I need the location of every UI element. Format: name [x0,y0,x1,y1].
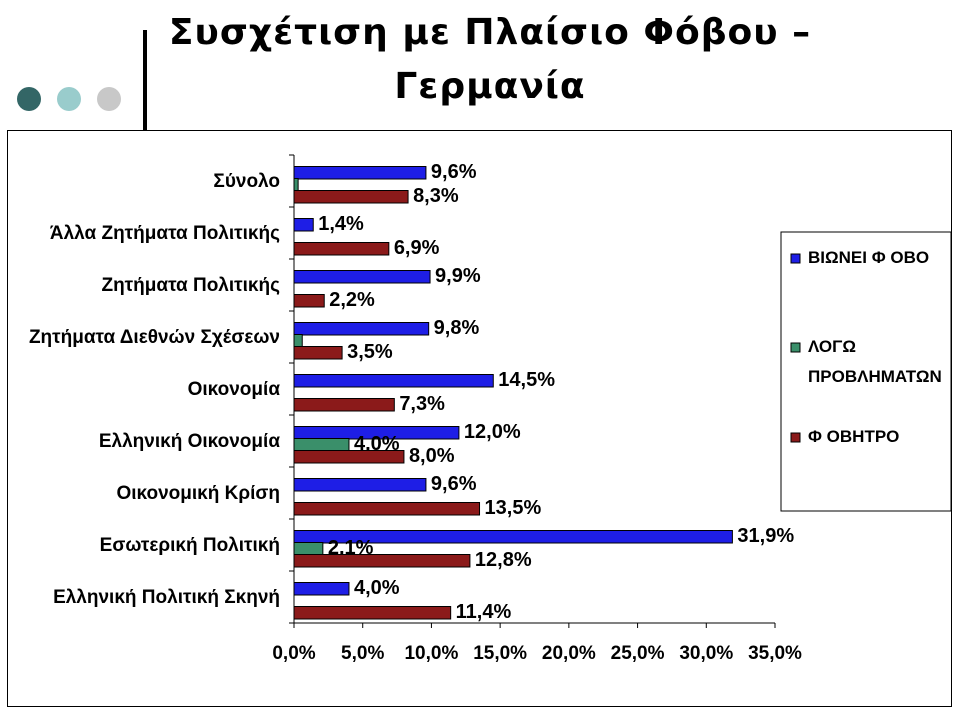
x-tick-label: 5,0% [341,643,384,664]
data-label: 2,1% [328,537,374,559]
legend-swatch [790,342,801,353]
x-tick-label: 35,0% [748,643,802,664]
chart-legend: ΒΙΩΝΕΙ Φ ΟΒΟ ΛΟΓΩ ΠΡΟΒΛΗΜΑΤΩΝ Φ ΟΒΗΤΡΟ [780,231,952,512]
legend-label: ΠΡΟΒΛΗΜΑΤΩΝ [808,367,942,386]
bar [293,346,343,360]
bar [293,554,471,568]
bar [293,426,460,440]
bar [293,542,324,556]
category-label: Ζητήματα Πολιτικής [101,275,280,296]
bar [293,530,733,544]
data-label: 12,8% [475,549,532,571]
slide-title-line-2: Γερμανία [394,66,586,107]
x-tick-label: 25,0% [611,643,665,664]
bar [293,450,405,464]
bar [293,322,430,336]
data-label: 31,9% [737,525,794,547]
data-label: 9,6% [431,473,477,495]
data-label: 1,4% [318,213,364,235]
data-label: 8,3% [413,185,459,207]
bar [293,398,395,412]
bar [293,478,427,492]
bar [293,270,431,284]
data-label: 9,6% [431,161,477,183]
bar [293,242,390,256]
legend-label: ΛΟΓΩ [808,337,856,356]
x-tick-label: 30,0% [679,643,733,664]
data-label: 13,5% [485,497,542,519]
bar-chart: 0,0% 5,0% 10,0% 15,0% 20,0% 25,0% 30,0% 35,0% Σύ… [29,154,952,664]
data-label: 9,8% [434,317,480,339]
bar [293,334,303,348]
x-tick-label: 0,0% [272,643,315,664]
category-label: Οικονομία [188,379,281,400]
data-label: 7,3% [399,393,445,415]
title-divider-bar [143,30,147,130]
category-label: Ελληνική Πολιτική Σκηνή [53,587,280,608]
category-label: Εσωτερική Πολιτική [100,535,280,556]
decor-dot-light [57,87,81,111]
category-label: Σύνολο [213,171,280,192]
category-label: Οικονομική Κρίση [116,483,280,504]
bar [293,218,314,232]
legend-label: Φ ΟΒΗΤΡΟ [808,427,899,446]
chart-frame: 0,0% 5,0% 10,0% 15,0% 20,0% 25,0% 30,0% 35,0% Σύ… [7,130,952,707]
bar [293,294,325,308]
data-label: 12,0% [464,421,521,443]
x-tick-label: 10,0% [404,643,458,664]
data-label: 3,5% [347,341,393,363]
data-label: 2,2% [329,289,375,311]
slide-title-line-1: Συσχέτιση με Πλαίσιο Φόβου – [168,12,812,53]
data-label: 14,5% [498,369,555,391]
bar [293,502,481,516]
legend-label: ΒΙΩΝΕΙ Φ ΟΒΟ [808,248,929,267]
bar [293,582,350,596]
decor-dot-dark [17,87,41,111]
bar [293,178,299,192]
data-label: 8,0% [409,445,455,467]
legend-swatch [790,253,801,264]
plot-area: 0,0% 5,0% 10,0% 15,0% 20,0% 25,0% 30,0% 35,0% Σύ… [29,154,802,664]
x-tick-label: 15,0% [473,643,527,664]
bar [293,438,350,452]
bar [293,606,452,620]
bar [293,374,494,388]
category-label: Άλλα Ζητήματα Πολιτικής [50,223,280,244]
data-label: 4,0% [354,433,400,455]
category-label: Ελληνική Οικονομία [99,431,280,452]
decor-dot-grey [97,87,121,111]
legend-swatch [790,432,801,443]
data-label: 11,4% [456,601,512,623]
data-label: 6,9% [394,237,440,259]
data-label: 9,9% [435,265,481,287]
x-tick-label: 20,0% [542,643,596,664]
data-label: 4,0% [354,577,400,599]
category-label: Ζητήματα Διεθνών Σχέσεων [29,327,280,348]
bar [293,190,409,204]
bar [293,166,427,180]
